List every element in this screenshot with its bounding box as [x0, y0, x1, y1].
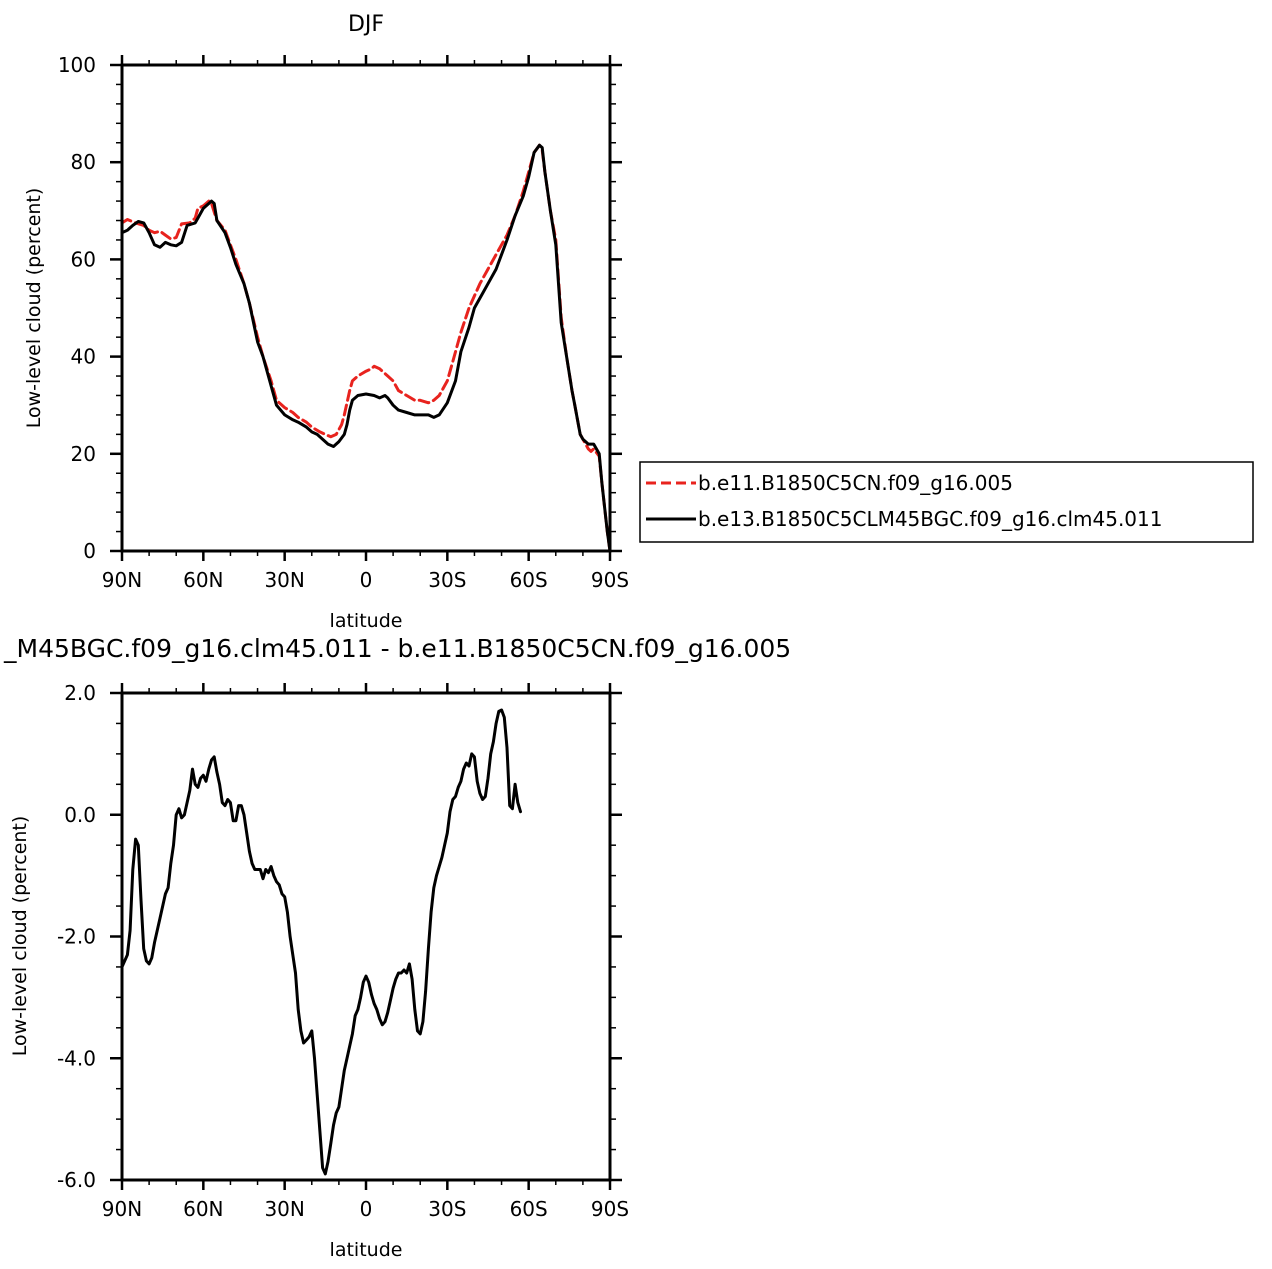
x-tick-label: 90N: [102, 1197, 142, 1221]
top-data-lines: [120, 143, 612, 553]
x-tick-label: 30S: [428, 568, 466, 592]
series-line-1: [120, 708, 522, 1176]
x-tick-label: 0: [360, 1197, 373, 1221]
bottom-y-axis-label: Low-level cloud (percent): [9, 816, 31, 1057]
y-tick-label: 100: [58, 53, 96, 77]
x-tick-label: 60N: [183, 568, 223, 592]
bottom-data-lines: [120, 708, 522, 1176]
x-tick-label: 60S: [510, 1197, 548, 1221]
y-tick-label: 0.0: [64, 803, 96, 827]
bottom-axis-ticks: 90N 60N 30N 0 30S 60S 90S -6.0 -4.0 -2.0 0.0 2.0: [57, 681, 629, 1221]
y-tick-label: 80: [71, 150, 96, 174]
bottom-panel: _M45BGC.f09_g16.clm45.011 - b.e11.B1850C…: [3, 634, 791, 1261]
y-tick-label: 0: [83, 539, 96, 563]
series-line-1: [120, 143, 612, 553]
y-tick-label: 60: [71, 247, 96, 271]
y-tick-label: 2.0: [64, 681, 96, 705]
bottom-chart-title: _M45BGC.f09_g16.clm45.011 - b.e11.B1850C…: [3, 634, 791, 663]
x-tick-label: 90S: [591, 568, 629, 592]
y-tick-label: -6.0: [57, 1168, 96, 1192]
y-tick-label: -2.0: [57, 925, 96, 949]
top-plot-frame: [120, 63, 612, 553]
bottom-x-axis-label: latitude: [330, 1239, 403, 1261]
top-y-axis-label: Low-level cloud (percent): [23, 188, 45, 429]
bottom-plot-frame: [120, 691, 612, 1182]
top-panel: DJF 90N 60N 30N 0 30S 60S 90S 0 20 40 60 80 100 lati…: [23, 12, 629, 632]
x-tick-label: 90N: [102, 568, 142, 592]
x-tick-label: 90S: [591, 1197, 629, 1221]
x-tick-label: 60N: [183, 1197, 223, 1221]
top-x-axis-label: latitude: [330, 610, 403, 632]
y-tick-label: 20: [71, 442, 96, 466]
top-axis-ticks: 90N 60N 30N 0 30S 60S 90S 0 20 40 60 80 100: [58, 53, 629, 592]
legend-entry-1: b.e11.B1850C5CN.f09_g16.005: [698, 471, 1013, 495]
x-tick-label: 30S: [428, 1197, 466, 1221]
x-tick-label: 30N: [264, 568, 304, 592]
y-tick-label: -4.0: [57, 1046, 96, 1070]
legend-box: [639, 461, 1254, 543]
y-tick-label: 40: [71, 345, 96, 369]
x-tick-label: 60S: [510, 568, 548, 592]
legend-entry-2: b.e13.B1850C5CLM45BGC.f09_g16.clm45.011: [698, 507, 1162, 531]
x-tick-label: 0: [360, 568, 373, 592]
top-chart-title: DJF: [348, 12, 384, 37]
legend: b.e11.B1850C5CN.f09_g16.005 b.e13.B1850C…: [639, 461, 1254, 543]
x-tick-label: 30N: [264, 1197, 304, 1221]
series-line-2: [120, 143, 612, 553]
